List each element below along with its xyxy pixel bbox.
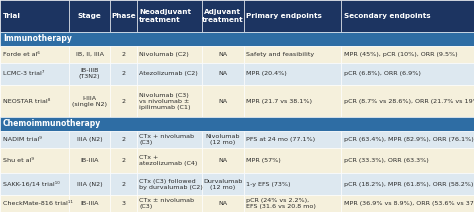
Text: NA: NA [218, 158, 228, 163]
Text: pCR (24% vs 2.2%),
EFS (31.6 vs 20.8 mo): pCR (24% vs 2.2%), EFS (31.6 vs 20.8 mo) [246, 198, 316, 209]
Text: LCMC-3 trial⁷: LCMC-3 trial⁷ [3, 71, 44, 76]
Text: Durvalumab
(12 mo): Durvalumab (12 mo) [203, 179, 243, 190]
Text: Stage: Stage [78, 13, 101, 19]
Bar [202, 131, 244, 148]
Text: NADIM trial⁹: NADIM trial⁹ [3, 137, 42, 142]
Bar [69, 173, 110, 195]
Bar [0, 195, 69, 212]
Text: Secondary endpoints: Secondary endpoints [344, 13, 430, 19]
Bar [202, 63, 244, 85]
Text: CheckMate-816 trial¹¹: CheckMate-816 trial¹¹ [3, 201, 73, 206]
Text: Neoadjuvant
treatment: Neoadjuvant treatment [139, 9, 191, 22]
Bar [202, 148, 244, 173]
Bar [244, 63, 341, 85]
Bar [202, 46, 244, 63]
Bar [137, 195, 202, 212]
Text: NA: NA [218, 52, 228, 57]
Text: 2: 2 [121, 137, 126, 142]
Text: pCR (18.2%), MPR (61.8%), ORR (58.2%): pCR (18.2%), MPR (61.8%), ORR (58.2%) [344, 181, 473, 187]
Text: IIIA (N2): IIIA (N2) [77, 181, 102, 187]
Text: 2: 2 [121, 158, 126, 163]
Text: NA: NA [218, 71, 228, 76]
Bar [202, 85, 244, 117]
Bar [202, 173, 244, 195]
Bar [202, 195, 244, 212]
Text: 2: 2 [121, 52, 126, 57]
Bar [0, 85, 69, 117]
Bar [69, 148, 110, 173]
Bar [69, 131, 110, 148]
Text: 1-y EFS (73%): 1-y EFS (73%) [246, 181, 291, 187]
Text: Nivolumab
(12 mo): Nivolumab (12 mo) [206, 134, 240, 145]
Text: MPR (36.9% vs 8.9%), ORR (53.6% vs 37.4%): MPR (36.9% vs 8.9%), ORR (53.6% vs 37.4%… [344, 201, 474, 206]
Bar [244, 0, 341, 32]
Bar [110, 195, 137, 212]
Text: Phase: Phase [111, 13, 136, 19]
Text: Adjuvant
treatment: Adjuvant treatment [202, 9, 244, 22]
Text: IIIA (N2): IIIA (N2) [77, 137, 102, 142]
Bar [244, 131, 341, 148]
Text: pCR (8.7% vs 28.6%), ORR (21.7% vs 19%): pCR (8.7% vs 28.6%), ORR (21.7% vs 19%) [344, 99, 474, 103]
Bar [0, 32, 474, 46]
Bar [137, 46, 202, 63]
Bar [244, 85, 341, 117]
Text: Chemoimmunotherapy: Chemoimmunotherapy [3, 119, 101, 128]
Text: pCR (63.4%), MPR (82.9%), ORR (76.1%): pCR (63.4%), MPR (82.9%), ORR (76.1%) [344, 137, 474, 142]
Text: CTx (C3) followed
by durvalumab (C2): CTx (C3) followed by durvalumab (C2) [139, 179, 203, 190]
Bar [341, 0, 474, 32]
Text: Nivolumab (C3)
vs nivolumab ±
ipilimumab (C1): Nivolumab (C3) vs nivolumab ± ipilimumab… [139, 92, 191, 110]
Text: 2: 2 [121, 71, 126, 76]
Bar [69, 195, 110, 212]
Text: Nivolumab (C2): Nivolumab (C2) [139, 52, 189, 57]
Text: NA: NA [218, 99, 228, 103]
Text: Immunotherapy: Immunotherapy [3, 34, 72, 43]
Bar [341, 173, 474, 195]
Bar [137, 63, 202, 85]
Text: pCR (33.3%), ORR (63.3%): pCR (33.3%), ORR (63.3%) [344, 158, 428, 163]
Bar [0, 46, 69, 63]
Text: Primary endpoints: Primary endpoints [246, 13, 322, 19]
Bar [137, 148, 202, 173]
Text: MPR (45%), pCR (10%), ORR (9.5%): MPR (45%), pCR (10%), ORR (9.5%) [344, 52, 457, 57]
Bar [110, 131, 137, 148]
Bar [202, 0, 244, 32]
Text: 2: 2 [121, 181, 126, 187]
Bar [110, 85, 137, 117]
Text: 3: 3 [121, 201, 126, 206]
Bar [244, 148, 341, 173]
Bar [0, 0, 69, 32]
Bar [244, 173, 341, 195]
Text: Trial: Trial [3, 13, 21, 19]
Text: NA: NA [218, 201, 228, 206]
Text: IB-IIIA: IB-IIIA [80, 158, 99, 163]
Text: IB, II, IIIA: IB, II, IIIA [75, 52, 104, 57]
Bar [341, 195, 474, 212]
Text: CTx +
atezolizumab (C4): CTx + atezolizumab (C4) [139, 155, 198, 166]
Text: Safety and feasibility: Safety and feasibility [246, 52, 315, 57]
Text: I-IIIA
(single N2): I-IIIA (single N2) [72, 95, 107, 106]
Bar [69, 85, 110, 117]
Bar [110, 46, 137, 63]
Text: SAKK-16/14 trial¹⁰: SAKK-16/14 trial¹⁰ [3, 181, 60, 187]
Bar [69, 63, 110, 85]
Text: Shu et al⁹: Shu et al⁹ [3, 158, 34, 163]
Text: 2: 2 [121, 99, 126, 103]
Text: CTx ± nivolumab
(C3): CTx ± nivolumab (C3) [139, 198, 194, 209]
Bar [341, 85, 474, 117]
Text: CTx + nivolumab
(C3): CTx + nivolumab (C3) [139, 134, 194, 145]
Bar [341, 131, 474, 148]
Text: IB-IIIB
(T3N2): IB-IIIB (T3N2) [79, 68, 100, 79]
Text: NEOSTAR trial⁸: NEOSTAR trial⁸ [3, 99, 50, 103]
Text: MPR (21.7 vs 38.1%): MPR (21.7 vs 38.1%) [246, 99, 312, 103]
Bar [0, 131, 69, 148]
Text: pCR (6.8%), ORR (6.9%): pCR (6.8%), ORR (6.9%) [344, 71, 420, 76]
Bar [341, 63, 474, 85]
Bar [137, 0, 202, 32]
Bar [0, 117, 474, 131]
Bar [110, 173, 137, 195]
Text: Forde et al⁶: Forde et al⁶ [3, 52, 40, 57]
Bar [244, 195, 341, 212]
Text: MPR (57%): MPR (57%) [246, 158, 281, 163]
Bar [110, 0, 137, 32]
Bar [244, 46, 341, 63]
